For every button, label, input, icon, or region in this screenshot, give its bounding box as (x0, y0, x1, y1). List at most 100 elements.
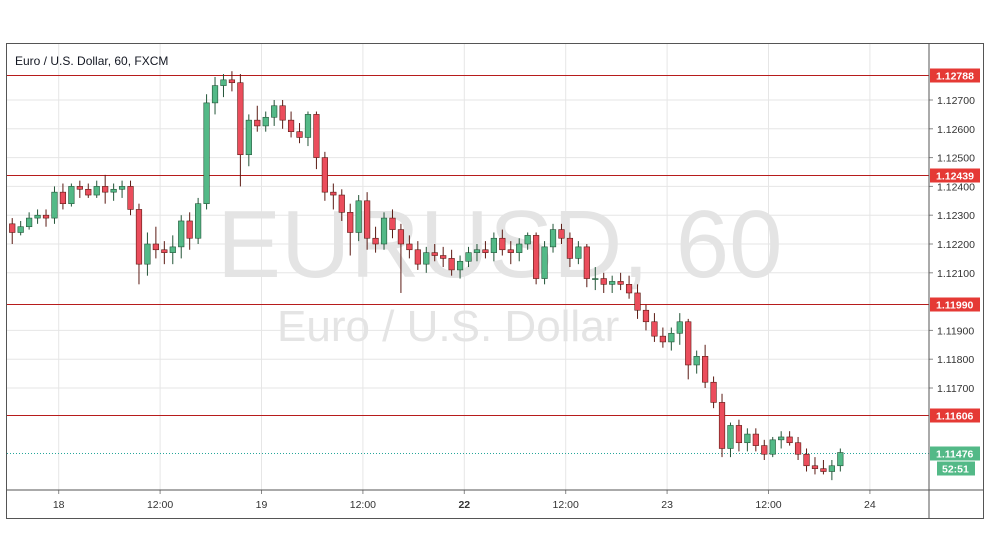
price-tick-label: 1.12600 (937, 124, 975, 136)
candle-body (76, 186, 83, 190)
candle (389, 209, 396, 239)
candle (372, 226, 379, 253)
candle-body (203, 102, 210, 204)
candle-body (431, 252, 438, 256)
candlestick-chart[interactable]: EURUSD, 60 Euro / U.S. Dollar 1.127881.1… (7, 44, 983, 518)
candle-body (702, 356, 709, 383)
candle (786, 431, 793, 446)
price-axis[interactable]: 1.12700 1.12600 1.12500 1.12400 1.12300 1.122… (928, 44, 975, 518)
candle (625, 275, 633, 299)
time-tick-label: 22 (458, 499, 470, 511)
candle (85, 183, 92, 198)
candle (769, 436, 776, 458)
candle-body (423, 252, 430, 265)
candle (102, 174, 109, 204)
candle-body (718, 402, 726, 449)
candle (42, 209, 50, 227)
candle (228, 71, 236, 92)
candle (828, 460, 835, 481)
level-label: 1.11606 (936, 411, 974, 423)
candle-body (609, 281, 616, 285)
candle-body (490, 237, 497, 253)
time-tick-label: 12:00 (350, 499, 376, 511)
candle-body (752, 433, 759, 446)
candle (558, 223, 565, 244)
candle (245, 114, 252, 167)
candle (406, 235, 413, 259)
countdown-label-bg (937, 461, 975, 476)
candle-body (279, 105, 286, 121)
candle-body (549, 229, 557, 248)
candle (110, 183, 117, 201)
candle-body (710, 381, 717, 403)
candle (9, 218, 16, 244)
candle (600, 272, 607, 293)
candle-body (135, 209, 143, 265)
candle-body (364, 200, 371, 239)
candle-body (34, 214, 41, 219)
candle-body (169, 246, 176, 253)
candle-body (102, 186, 109, 193)
candle (304, 111, 312, 147)
time-tick-label: 18 (53, 499, 65, 511)
candle (169, 235, 176, 265)
candle-body (735, 425, 743, 444)
candle (59, 183, 67, 210)
candle (659, 327, 666, 348)
candle (516, 238, 523, 262)
candle (710, 376, 717, 409)
candle-body (321, 157, 328, 193)
last-price-label-bg (930, 446, 980, 461)
candle-body (811, 465, 819, 469)
candle-body (152, 243, 159, 251)
candle (17, 220, 24, 236)
candle-body (524, 235, 531, 245)
candle (414, 241, 421, 270)
candle-body (254, 119, 261, 127)
time-axis[interactable]: 18 12:00 19 12:00 22 12:00 23 12:00 24 (7, 489, 983, 511)
candle (507, 241, 514, 265)
candle-body (389, 217, 396, 230)
candle (761, 439, 768, 460)
candle-body (211, 85, 219, 104)
candle-body (338, 194, 345, 213)
price-tick-label: 1.11700 (937, 383, 974, 395)
candle (321, 151, 328, 201)
candle-body (17, 226, 24, 233)
candle-body (59, 191, 67, 204)
candle (651, 313, 658, 342)
level-label: 1.12788 (936, 71, 974, 83)
candle-body (465, 252, 472, 262)
candle (220, 74, 227, 98)
candle-body (68, 186, 75, 204)
candle (355, 195, 362, 242)
candle (482, 241, 489, 259)
candle-body (372, 237, 379, 245)
candle-body (440, 255, 447, 259)
candle-body (617, 281, 624, 285)
price-tick-label: 1.12100 (937, 268, 975, 280)
candle (26, 212, 33, 230)
candle-body (245, 119, 252, 156)
candle (135, 203, 143, 285)
candle-body (448, 258, 455, 271)
candle (541, 241, 548, 285)
watermark-description: Euro / U.S. Dollar (277, 302, 619, 351)
time-tick-label: 23 (661, 499, 673, 511)
candle (752, 428, 759, 452)
candle-body (828, 465, 835, 472)
candle (380, 212, 388, 250)
candle-body (93, 186, 100, 196)
candle (575, 241, 582, 265)
time-tick-label: 12:00 (553, 499, 579, 511)
candle (152, 226, 159, 259)
candle-body (558, 229, 565, 239)
candle (34, 209, 41, 224)
candle (237, 74, 244, 187)
level-label: 1.12439 (936, 171, 974, 183)
chart-title: Euro / U.S. Dollar, 60, FXCM (15, 54, 168, 68)
candle-body (744, 433, 751, 444)
candle (254, 105, 261, 132)
candle-body (727, 425, 734, 449)
candle-body (693, 356, 700, 366)
